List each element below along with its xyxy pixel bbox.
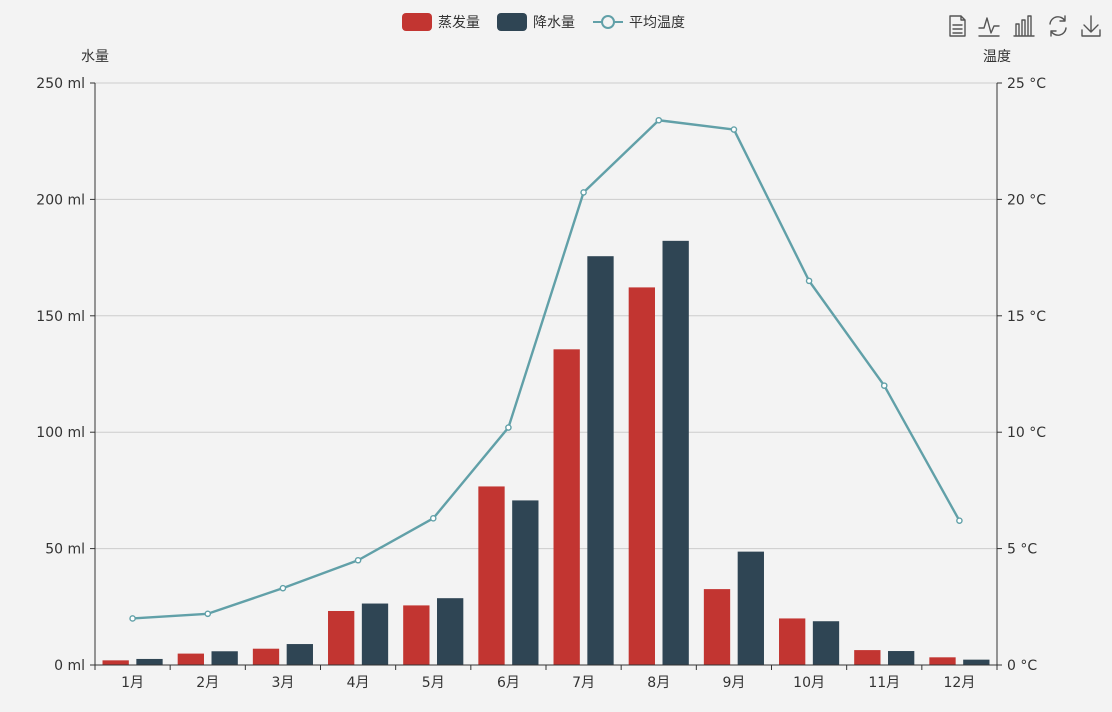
y-left-tick-label: 0 ml <box>54 658 85 674</box>
bar-precipitation[interactable] <box>812 621 840 665</box>
bar-evaporation[interactable] <box>929 657 956 665</box>
y-left-tick-label: 200 ml <box>36 192 85 208</box>
legend-item-temperature[interactable]: 平均温度 <box>593 15 685 31</box>
save-image-icon[interactable] <box>1079 14 1103 38</box>
legend-swatch-precipitation <box>497 13 527 31</box>
y-right-tick-label: 0 °C <box>1007 658 1037 674</box>
y-left-tick-label: 250 ml <box>36 76 85 92</box>
y-right-tick-label: 25 °C <box>1007 76 1046 92</box>
y-right-tick-label: 10 °C <box>1007 425 1046 441</box>
temperature-line <box>132 119 961 620</box>
y-left-tick-label: 100 ml <box>36 425 85 441</box>
bar-precipitation[interactable] <box>888 651 915 665</box>
bar-evaporation[interactable] <box>703 589 731 665</box>
temperature-point[interactable] <box>505 424 512 431</box>
bar-evaporation[interactable] <box>328 610 355 665</box>
bar-evaporation[interactable] <box>177 653 204 665</box>
temperature-point[interactable] <box>354 556 362 564</box>
x-tick-label: 11月 <box>868 675 900 691</box>
temperature-point[interactable] <box>805 277 813 285</box>
bar-evaporation[interactable] <box>553 349 580 665</box>
y-right-tick-label: 20 °C <box>1007 192 1046 208</box>
bar-chart-icon[interactable] <box>1012 14 1036 38</box>
legend-marker-temperature <box>601 15 615 29</box>
bar-evaporation[interactable] <box>478 486 505 665</box>
legend-label-precipitation: 降水量 <box>533 15 575 31</box>
x-tick-label: 12月 <box>944 675 976 691</box>
bar-evaporation[interactable] <box>779 618 806 665</box>
temperature-point[interactable] <box>279 584 287 592</box>
bar-precipitation[interactable] <box>737 551 764 665</box>
bar-precipitation[interactable] <box>662 240 689 666</box>
bar-evaporation[interactable] <box>403 605 430 665</box>
bar-precipitation[interactable] <box>286 644 313 665</box>
legend-label-temperature: 平均温度 <box>629 15 685 31</box>
temperature-series <box>129 116 963 622</box>
legend-item-precipitation[interactable]: 降水量 <box>497 13 575 31</box>
temperature-point[interactable] <box>129 615 136 622</box>
y-right-tick-label: 5 °C <box>1007 542 1037 558</box>
toolbox <box>946 14 1103 38</box>
bars <box>102 240 990 666</box>
x-tick-label: 9月 <box>722 675 745 691</box>
bar-evaporation[interactable] <box>628 287 655 665</box>
bar-precipitation[interactable] <box>437 598 464 665</box>
line-chart-icon[interactable] <box>977 14 1001 38</box>
axes <box>90 82 1002 670</box>
x-tick-label: 2月 <box>196 675 219 691</box>
legend-item-evaporation[interactable]: 蒸发量 <box>402 13 480 31</box>
legend-label-evaporation: 蒸发量 <box>438 15 480 31</box>
y-left-tick-label: 150 ml <box>36 309 85 325</box>
temperature-point[interactable] <box>956 517 963 524</box>
temperature-point[interactable] <box>880 382 888 389</box>
temperature-point[interactable] <box>204 610 212 618</box>
temperature-point[interactable] <box>580 189 587 196</box>
x-tick-label: 4月 <box>347 675 370 691</box>
x-tick-label: 5月 <box>422 675 445 691</box>
x-tick-label: 8月 <box>647 675 670 691</box>
x-tick-label: 1月 <box>121 675 144 691</box>
temperature-point[interactable] <box>429 515 437 522</box>
legend-swatch-evaporation <box>402 13 432 31</box>
bar-precipitation[interactable] <box>136 658 163 665</box>
x-tick-label: 7月 <box>572 675 595 691</box>
bar-precipitation[interactable] <box>587 256 614 665</box>
y-right-tick-label: 15 °C <box>1007 309 1046 325</box>
bar-evaporation[interactable] <box>252 648 280 665</box>
bar-evaporation[interactable] <box>102 660 129 665</box>
bar-precipitation[interactable] <box>963 659 990 665</box>
x-tick-label: 6月 <box>497 675 520 691</box>
bar-precipitation[interactable] <box>361 603 389 665</box>
temperature-point[interactable] <box>730 126 738 133</box>
bar-precipitation[interactable] <box>211 651 238 665</box>
x-tick-label: 10月 <box>793 675 825 691</box>
tick-labels: 0 ml 50 ml 100 ml 150 ml 200 ml 250 ml 0 °C 5 °… <box>36 76 1046 691</box>
y-left-tick-label: 50 ml <box>45 542 85 558</box>
bar-evaporation[interactable] <box>854 650 881 665</box>
y-right-axis-name: 温度 <box>983 49 1011 65</box>
grid-lines <box>95 82 997 550</box>
x-tick-label: 3月 <box>271 675 294 691</box>
temperature-point[interactable] <box>655 116 663 124</box>
restore-icon[interactable] <box>1046 14 1070 38</box>
legend: 蒸发量 降水量 平均温度 <box>402 13 685 31</box>
y-left-axis-name: 水量 <box>81 49 109 65</box>
data-view-icon[interactable] <box>946 14 968 38</box>
bar-precipitation[interactable] <box>512 500 539 665</box>
